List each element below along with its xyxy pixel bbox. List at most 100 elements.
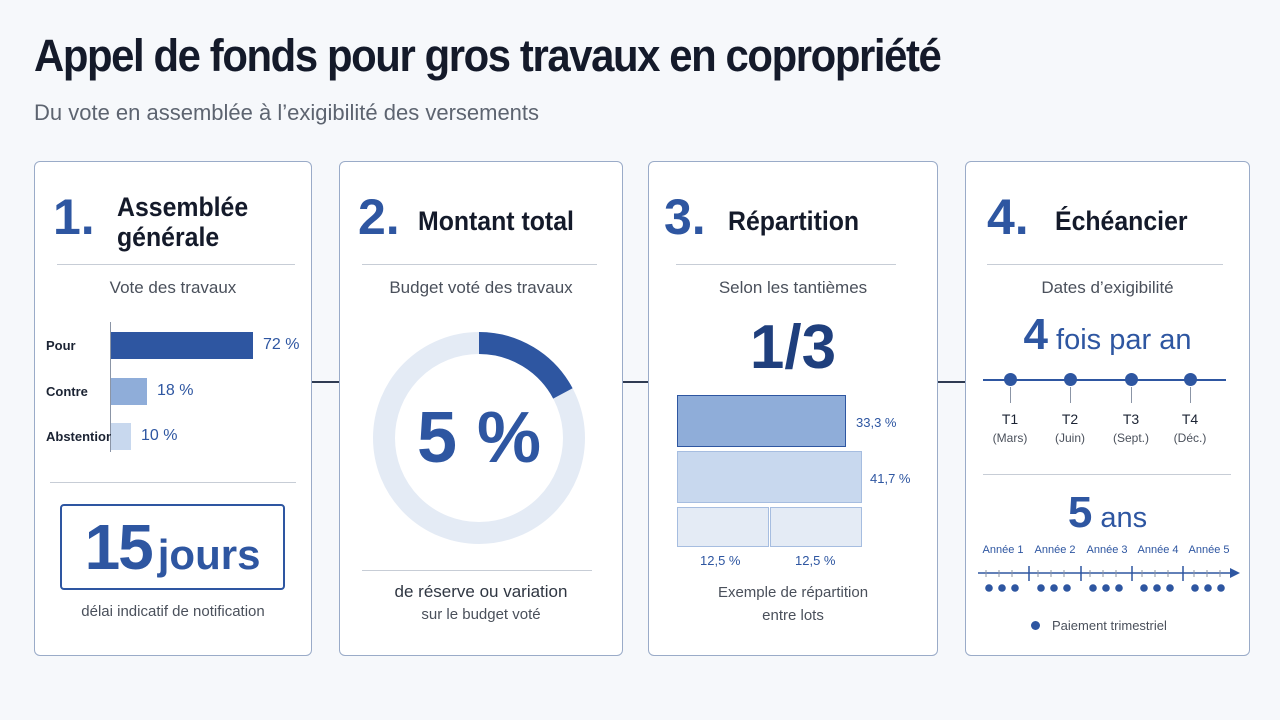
donut-value-arc <box>478 332 573 399</box>
vote-bar <box>111 378 147 405</box>
quarter-label: T3 <box>1122 411 1140 427</box>
quarter-label: T1 <box>1001 411 1019 427</box>
step-number: 3. <box>664 189 706 245</box>
duration-number: 5 <box>1067 488 1093 537</box>
year-label: Année 1 <box>982 544 1024 556</box>
quarter-label: T2 <box>1061 411 1079 427</box>
card-subtitle: Budget voté des travaux <box>389 278 573 297</box>
notification-delay-box: 15 jours <box>60 504 285 590</box>
divider <box>987 264 1223 265</box>
quarter-stem <box>1131 387 1132 403</box>
five-year-timeline <box>978 566 1240 592</box>
quarter-dot <box>1004 373 1017 386</box>
duration-text: ans <box>1100 502 1148 534</box>
lot-block <box>677 451 862 503</box>
quarterly-payment-dot <box>1191 584 1199 592</box>
page-subtitle: Du vote en assemblée à l’exigibilité des… <box>34 100 540 125</box>
divider <box>983 474 1231 475</box>
budget-donut-chart <box>373 332 585 544</box>
quarter-label: T4 <box>1181 411 1199 427</box>
quarterly-payment-dot <box>985 584 993 592</box>
lot-percent: 33,3 % <box>856 415 897 430</box>
payment-frequency: 4 fois par an <box>966 310 1249 360</box>
vote-percent: 10 % <box>141 427 178 444</box>
quarterly-payment-dot <box>1011 584 1019 592</box>
step-number: 1. <box>53 189 95 245</box>
vote-percent: 18 % <box>157 382 194 399</box>
card-echeancier: 4. Échéancier Dates d’exigibilité 4 fois … <box>965 161 1250 656</box>
quarter-month: (Sept.) <box>1112 431 1149 445</box>
year-label: Année 2 <box>1034 544 1076 556</box>
quarter-dot <box>1064 373 1077 386</box>
lots-note-line2: entre lots <box>762 607 824 624</box>
payment-duration: 5 ans <box>966 488 1249 538</box>
quarter-stem <box>1190 387 1191 403</box>
card-assemblee: 1. Assemblée générale Vote des travaux P… <box>34 161 312 656</box>
card-heading: Assemblée générale <box>117 192 249 252</box>
lot-block <box>770 507 862 547</box>
vote-bar <box>111 332 253 359</box>
divider <box>50 482 296 483</box>
card-heading: Échéancier <box>1055 206 1188 236</box>
quarterly-payment-dot <box>1166 584 1174 592</box>
quarterly-payment-dot <box>1140 584 1148 592</box>
ratio-value: 1/3 <box>749 313 837 382</box>
step-number: 4. <box>987 189 1029 245</box>
divider <box>362 570 592 571</box>
quarter-month: (Mars) <box>992 431 1028 445</box>
quarter-month: (Juin) <box>1054 431 1085 445</box>
lot-percent: 41,7 % <box>870 471 911 486</box>
lots-note-line1: Exemple de répartition <box>717 584 869 601</box>
quarter-month: (Déc.) <box>1173 431 1207 445</box>
card-subtitle: Dates d’exigibilité <box>1041 278 1174 297</box>
lot-block <box>677 395 846 447</box>
vote-percent: 72 % <box>263 336 300 353</box>
frequency-number: 4 <box>1023 310 1049 359</box>
card-heading: Montant total <box>418 206 574 236</box>
legend-dot-icon <box>1031 621 1040 631</box>
timeline-legend: Paiement trimestriel <box>1031 618 1167 633</box>
card-heading: Répartition <box>728 206 860 236</box>
delay-note: délai indicatif de notification <box>81 603 265 620</box>
vote-label: Abstention <box>46 429 114 444</box>
divider <box>676 264 896 265</box>
delay-number: 15 <box>84 511 154 583</box>
budget-note-line1: de réserve ou variation <box>394 582 568 601</box>
quarterly-payment-dot <box>1063 584 1071 592</box>
quarter-stem <box>1010 387 1011 403</box>
quarterly-payment-dot <box>998 584 1006 592</box>
frequency-text: fois par an <box>1056 324 1192 356</box>
step-number: 2. <box>358 189 400 245</box>
page-title: Appel de fonds pour gros travaux en copr… <box>34 30 942 81</box>
lot-percent: 12,5 % <box>700 553 741 568</box>
quarterly-payment-dot <box>1037 584 1045 592</box>
card-subtitle: Selon les tantièmes <box>718 278 868 297</box>
divider <box>57 264 295 265</box>
quarterly-payment-dot <box>1102 584 1110 592</box>
quarterly-payment-dot <box>1115 584 1123 592</box>
quarterly-payment-dot <box>1050 584 1058 592</box>
quarterly-payment-dot <box>1204 584 1212 592</box>
quarterly-payment-dot <box>1089 584 1097 592</box>
lot-block <box>677 507 769 547</box>
lot-percent: 12,5 % <box>795 553 836 568</box>
quarter-stem <box>1070 387 1071 403</box>
quarter-timeline <box>983 379 1226 381</box>
quarter-dot <box>1184 373 1197 386</box>
connector-line <box>622 381 649 383</box>
timeline-arrow-icon <box>1230 568 1240 578</box>
quarterly-payment-dot <box>1153 584 1161 592</box>
quarterly-payment-dot <box>1217 584 1225 592</box>
card-montant: 2. Montant total Budget voté des travaux… <box>339 161 623 656</box>
card-repartition: 3. Répartition Selon les tantièmes 1/3 3… <box>648 161 938 656</box>
connector-line <box>311 381 339 383</box>
budget-note-line2: sur le budget voté <box>421 606 541 623</box>
year-label: Année 4 <box>1137 544 1179 556</box>
divider <box>362 264 597 265</box>
vote-label: Contre <box>46 384 88 399</box>
delay-unit: jours <box>157 531 261 578</box>
year-label: Année 5 <box>1188 544 1230 556</box>
budget-percent: 5 % <box>416 398 542 478</box>
vote-bar <box>111 423 131 450</box>
year-label: Année 3 <box>1086 544 1128 556</box>
